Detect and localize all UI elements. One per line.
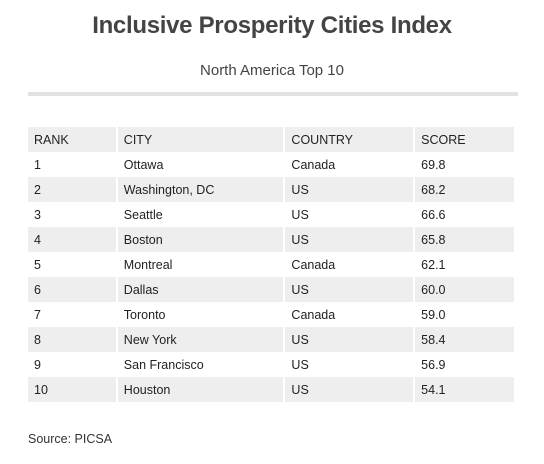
- table-cell: 62.1: [414, 252, 516, 277]
- column-header: RANK: [28, 127, 118, 152]
- table-cell: 69.8: [414, 152, 516, 177]
- table-cell: US: [284, 202, 416, 227]
- table-row: 8 New York US 58.4: [28, 327, 516, 352]
- table-cell: Seattle: [116, 202, 286, 227]
- table-row: 3 Seattle US 66.6: [28, 202, 516, 227]
- table-cell: Canada: [284, 252, 416, 277]
- table-cell: 3: [28, 202, 118, 227]
- table-row: 2 Washington, DC US 68.2: [28, 177, 516, 202]
- column-header: COUNTRY: [284, 127, 416, 152]
- table-cell: 5: [28, 252, 118, 277]
- table-cell: US: [284, 352, 416, 377]
- table-cell: Boston: [116, 227, 286, 252]
- table-cell: Montreal: [116, 252, 286, 277]
- table-cell: Toronto: [116, 302, 286, 327]
- table-cell: 65.8: [414, 227, 516, 252]
- table-cell: Ottawa: [116, 152, 286, 177]
- table-cell: Canada: [284, 302, 416, 327]
- header-row: RANK CITY COUNTRY SCORE: [28, 127, 516, 152]
- title: Inclusive Prosperity Cities Index: [92, 12, 452, 39]
- table-cell: San Francisco: [116, 352, 286, 377]
- table-row: 7 Toronto Canada 59.0: [28, 302, 516, 327]
- table-cell: 4: [28, 227, 118, 252]
- table-cell: 60.0: [414, 277, 516, 302]
- table-cell: 8: [28, 327, 118, 352]
- table-row: 4 Boston US 65.8: [28, 227, 516, 252]
- table-cell: 10: [28, 377, 118, 402]
- table-cell: 1: [28, 152, 118, 177]
- table-cell: 68.2: [414, 177, 516, 202]
- table-cell: US: [284, 277, 416, 302]
- table-cell: 59.0: [414, 302, 516, 327]
- table-cell: US: [284, 177, 416, 202]
- table-cell: 7: [28, 302, 118, 327]
- table-cell: US: [284, 377, 416, 402]
- table-cell: 56.9: [414, 352, 516, 377]
- table-cell: Dallas: [116, 277, 286, 302]
- table-cell: 6: [28, 277, 118, 302]
- table-cell: Canada: [284, 152, 416, 177]
- source: Source: PICSA: [28, 432, 113, 446]
- subtitle: North America Top 10: [200, 62, 344, 79]
- table-row: 1 Ottawa Canada 69.8: [28, 152, 516, 177]
- table-cell: 9: [28, 352, 118, 377]
- table-body: 1 Ottawa Canada 69.8 2 Washington, DC US 68.2 3 S…: [28, 152, 516, 402]
- table-cell: New York: [116, 327, 286, 352]
- table-cell: 66.6: [414, 202, 516, 227]
- table-cell: US: [284, 227, 416, 252]
- table-row: 9 San Francisco US 56.9: [28, 352, 516, 377]
- table-cell: Washington, DC: [116, 177, 286, 202]
- table-cell: US: [284, 327, 416, 352]
- table: RANK CITY COUNTRY SCORE 1 Ottawa Canada 69.8 2 W…: [28, 127, 516, 402]
- table-cell: 2: [28, 177, 118, 202]
- table-row: 10 Houston US 54.1: [28, 377, 516, 402]
- column-header: CITY: [116, 127, 286, 152]
- table-row: 5 Montreal Canada 62.1: [28, 252, 516, 277]
- column-header: SCORE: [414, 127, 516, 152]
- table-row: 6 Dallas US 60.0: [28, 277, 516, 302]
- divider: [28, 92, 518, 96]
- table-cell: 58.4: [414, 327, 516, 352]
- table-cell: 54.1: [414, 377, 516, 402]
- table-cell: Houston: [116, 377, 286, 402]
